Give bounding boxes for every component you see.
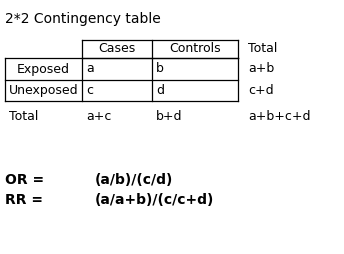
Text: Unexposed: Unexposed — [9, 84, 78, 97]
Text: b+d: b+d — [156, 109, 183, 122]
Text: c: c — [86, 84, 93, 97]
Text: d: d — [156, 84, 164, 97]
Text: Controls: Controls — [169, 42, 221, 56]
Text: (a/a+b)/(c/c+d): (a/a+b)/(c/c+d) — [95, 193, 214, 207]
Text: RR =: RR = — [5, 193, 43, 207]
Text: a+c: a+c — [86, 109, 111, 122]
Text: Cases: Cases — [98, 42, 136, 56]
Text: a+b: a+b — [248, 62, 274, 75]
Text: a: a — [86, 62, 94, 75]
Text: 2*2 Contingency table: 2*2 Contingency table — [5, 12, 161, 26]
Text: Total: Total — [9, 109, 39, 122]
Text: c+d: c+d — [248, 84, 273, 97]
Text: OR =: OR = — [5, 173, 44, 187]
Text: b: b — [156, 62, 164, 75]
Text: a+b+c+d: a+b+c+d — [248, 109, 311, 122]
Text: Exposed: Exposed — [17, 62, 70, 75]
Text: Total: Total — [248, 42, 277, 56]
Text: (a/b)/(c/d): (a/b)/(c/d) — [95, 173, 173, 187]
